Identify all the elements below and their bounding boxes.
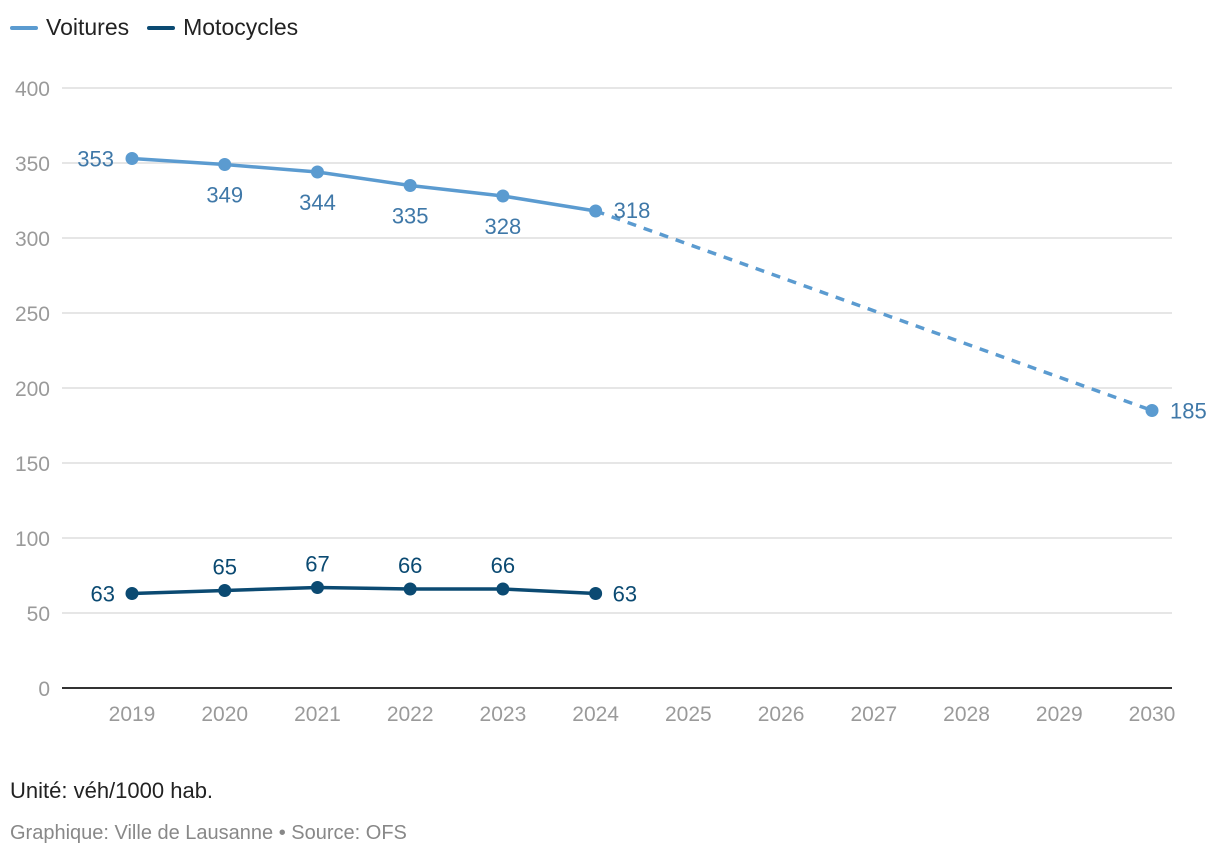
motocycles-point-2021: [310, 581, 324, 594]
source-footer: Graphique: Ville de Lausanne • Source: O…: [10, 822, 407, 844]
motocycles-point-2024: [589, 587, 603, 600]
voitures-data-label-2020: 349: [206, 183, 243, 208]
legend-item-motocycles[interactable]: Motocycles: [147, 14, 298, 41]
motocycles-line: [131, 585, 596, 596]
unit-note: Unité: véh/1000 hab.: [10, 778, 214, 803]
y-tick-label-250: 250: [15, 303, 50, 326]
voitures-line: [131, 156, 596, 213]
y-tick-label-150: 150: [15, 453, 50, 476]
voitures-data-label-2024: 318: [614, 198, 651, 223]
y-tick-label-350: 350: [15, 153, 50, 176]
motocycles-point-2023: [496, 582, 510, 596]
x-tick-label-2025: 2025: [665, 703, 712, 726]
motocycles-data-label-2024: 63: [613, 582, 637, 607]
motocycles-data-label-2022: 66: [398, 553, 422, 578]
voitures-point-2030: [1145, 404, 1159, 417]
x-tick-label-2026: 2026: [758, 703, 805, 726]
line-chart: 0 50 100 150 200 250 300 350 400 2019 2020 2021 2022…: [15, 78, 1207, 726]
voitures-data-label-2019: 353: [77, 147, 114, 172]
x-tick-label-2021: 2021: [294, 703, 341, 726]
y-tick-label-100: 100: [15, 528, 50, 551]
motocycles-data-label-2019: 63: [91, 582, 115, 607]
voitures-data-label-2030: 185: [1170, 399, 1207, 424]
legend-swatch-motocycles: [147, 25, 176, 30]
motocycles-point-2022: [403, 582, 417, 596]
motocycles-data-label-2023: 66: [491, 553, 515, 578]
x-tick-label-2024: 2024: [572, 703, 619, 726]
x-tick-label-2030: 2030: [1129, 703, 1176, 726]
x-tick-label-2019: 2019: [109, 703, 156, 726]
legend-label-motocycles: Motocycles: [183, 14, 299, 40]
legend: Voitures Motocycles: [10, 14, 298, 41]
y-tick-label-300: 300: [15, 228, 50, 251]
x-tick-label-2023: 2023: [480, 703, 527, 726]
legend-label-voitures: Voitures: [46, 14, 130, 40]
x-tick-label-2020: 2020: [201, 703, 248, 726]
x-tick-label-2029: 2029: [1036, 703, 1083, 726]
voitures-projection-line: [595, 209, 1153, 413]
voitures-data-label-2022: 335: [392, 204, 429, 229]
motocycles-data-label-2020: 65: [212, 555, 236, 580]
voitures-point-2024: [589, 204, 603, 218]
voitures-point-2022: [403, 179, 417, 192]
x-tick-label-2022: 2022: [387, 703, 434, 726]
y-tick-label-400: 400: [15, 78, 50, 101]
voitures-point-2021: [310, 165, 324, 179]
y-tick-label-200: 200: [15, 378, 50, 401]
legend-item-voitures[interactable]: Voitures: [10, 14, 129, 41]
motocycles-data-label-2021: 67: [305, 552, 329, 577]
legend-swatch-voitures: [10, 25, 38, 30]
x-tick-label-2027: 2027: [850, 703, 897, 726]
motocycles-point-2020: [218, 584, 232, 597]
voitures-point-2019: [125, 152, 139, 165]
voitures-point-2020: [218, 158, 232, 171]
voitures-data-label-2021: 344: [299, 190, 336, 215]
y-tick-label-0: 0: [38, 678, 50, 701]
motocycles-point-2019: [125, 587, 139, 600]
y-tick-label-50: 50: [27, 603, 50, 626]
x-tick-label-2028: 2028: [943, 703, 990, 726]
voitures-point-2023: [496, 189, 510, 203]
voitures-data-label-2023: 328: [485, 214, 522, 239]
